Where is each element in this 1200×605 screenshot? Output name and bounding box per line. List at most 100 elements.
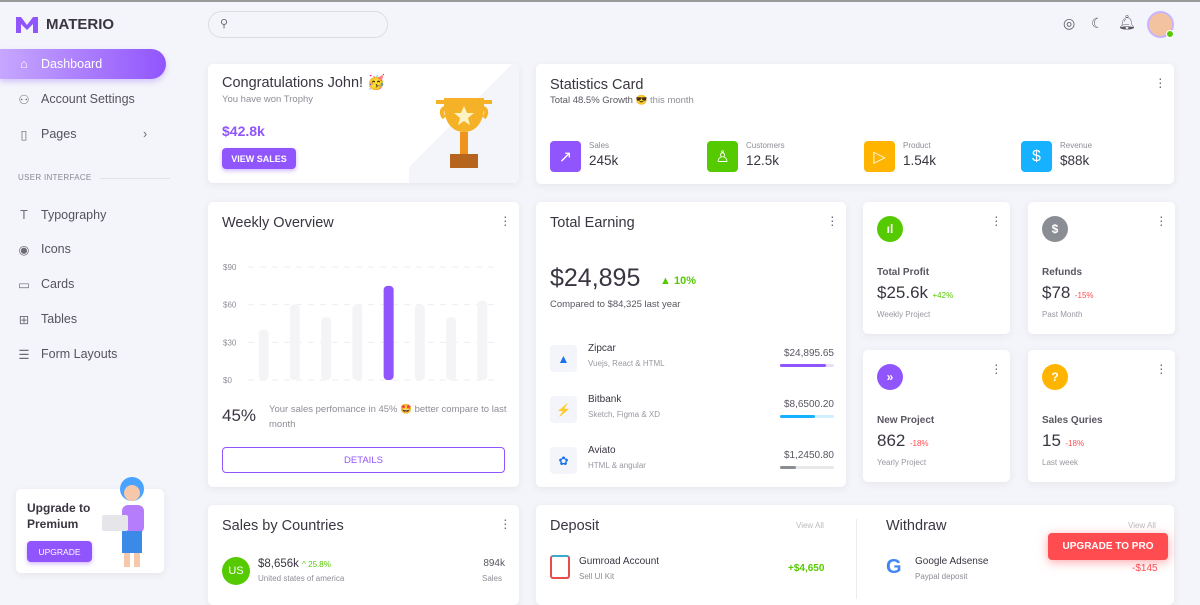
dollar-icon: $ (1021, 141, 1052, 172)
stat-card-refunds: $ · · · Refunds $78 -15% Past Month (1028, 202, 1175, 334)
sidebar-item-icons[interactable]: ◉ Icons (0, 234, 166, 264)
view-sales-button[interactable]: VIEW SALES (222, 148, 296, 169)
earning-progress (780, 415, 834, 418)
dark-mode-icon[interactable]: ☾ (1091, 15, 1104, 31)
account-cog-icon: ⚇ (18, 92, 30, 107)
earning-item-name: Bitbank (588, 394, 622, 405)
y-tick-label: $0 (223, 376, 232, 385)
section-divider (100, 178, 170, 179)
table-icon: ⊞ (18, 312, 30, 327)
upgrade-title: Upgrade to Premium (27, 501, 91, 531)
earning-item-name: Zipcar (588, 343, 616, 354)
stat-card-sub: Weekly Project (877, 310, 931, 319)
bitbank-icon: ⚡ (550, 396, 577, 423)
bar (289, 304, 300, 380)
withdraw-name: Google Adsense (915, 556, 989, 567)
sidebar-item-label: Form Layouts (41, 347, 118, 361)
stat-card-total-profit: ıl · · · Total Profit $25.6k +42% Weekly Proje… (863, 202, 1010, 334)
more-options-icon[interactable]: · · · (1159, 208, 1164, 232)
country-sales: 894k (483, 558, 505, 569)
weekly-overview-card: Weekly Overview · · · $90 $60 $30 $0 45% Your… (208, 202, 519, 487)
upgrade-premium-card: Upgrade to Premium UPGRADE (16, 477, 164, 573)
upgrade-button[interactable]: UPGRADE (27, 541, 92, 562)
earning-amount: $24,895 (550, 264, 641, 292)
file-icon: ▯ (20, 127, 28, 142)
bar (446, 317, 457, 380)
materio-logo-icon (16, 16, 38, 33)
gumroad-icon (550, 555, 570, 579)
earning-item: ⚡ Bitbank Sketch, Figma & XD $8,6500.20 (550, 391, 834, 431)
congrats-title: Congratulations John! 🥳 (222, 75, 386, 91)
more-options-icon[interactable]: · · · (1159, 356, 1164, 380)
trending-up-icon: ↗ (550, 141, 581, 172)
more-options-icon[interactable]: · · · (503, 511, 508, 535)
sidebar-item-tables[interactable]: ⊞ Tables (0, 304, 166, 334)
zipcar-icon: ▲ (550, 345, 577, 372)
country-code-badge: US (222, 557, 250, 585)
dollar-icon: $ (1042, 216, 1068, 242)
details-button[interactable]: DETAILS (222, 447, 505, 473)
earning-progress-fill (780, 364, 826, 367)
more-options-icon[interactable]: · · · (830, 208, 835, 232)
congrats-subtitle: You have won Trophy (222, 94, 314, 105)
help-icon: ? (1042, 364, 1068, 390)
typography-icon: T (20, 208, 28, 222)
deposit-view-all-link[interactable]: View All (796, 521, 824, 530)
search-bar[interactable]: ⚲ (208, 11, 388, 38)
sidebar-item-cards[interactable]: ▭ Cards (0, 269, 166, 299)
upgrade-to-pro-button[interactable]: UPGRADE TO PRO (1048, 533, 1168, 560)
weekly-text: Your sales perfomance in 45% 🤩 better co… (269, 404, 507, 430)
sidebar-item-form-layouts[interactable]: ☰ Form Layouts (0, 339, 166, 369)
more-options-icon[interactable]: · · · (503, 208, 508, 232)
sidebar-item-typography[interactable]: T Typography (0, 200, 166, 230)
weekly-title: Weekly Overview (222, 215, 334, 231)
y-tick-label: $60 (223, 301, 237, 310)
earning-item: ✿ Aviato HTML & angular $1,2450.80 (550, 442, 834, 482)
sales-by-countries-card: Sales by Countries · · · US $8,656k ^ 25.8… (208, 505, 519, 605)
sidebar-item-account-settings[interactable]: ⚇ Account Settings (0, 84, 166, 114)
more-options-icon[interactable]: · · · (994, 208, 999, 232)
github-icon[interactable]: ◎ (1063, 15, 1076, 31)
label-icon: ▷ (864, 141, 895, 172)
stat-sales: ↗ Sales 245k (550, 141, 680, 173)
earning-item-desc: Sketch, Figma & XD (588, 410, 661, 419)
weekly-bar-chart: $90 $60 $30 $0 (223, 263, 498, 385)
sidebar-item-label: Icons (41, 242, 71, 256)
withdraw-amount: -$145 (1132, 563, 1158, 574)
earning-item-name: Aviato (588, 445, 616, 456)
stat-card-change: -15% (1074, 291, 1094, 300)
sidebar-item-pages[interactable]: ▯ Pages › (0, 119, 166, 149)
stat-value: 12.5k (746, 153, 780, 168)
stat-value: 245k (589, 153, 619, 168)
earning-progress (780, 364, 834, 367)
withdraw-view-all-link[interactable]: View All (1128, 521, 1156, 530)
bar (258, 329, 269, 380)
more-options-icon[interactable]: · · · (994, 356, 999, 380)
bell-icon[interactable]: 🔔︎ (1118, 14, 1136, 30)
card-icon: ▭ (18, 277, 30, 292)
online-status-dot (1166, 30, 1174, 38)
sidebar-item-dashboard[interactable]: ⌂ Dashboard (0, 49, 166, 79)
bar (414, 304, 425, 380)
divider (856, 519, 857, 599)
deposit-title: Deposit (550, 518, 600, 534)
deposit-name: Gumroad Account (579, 556, 660, 567)
app-logo[interactable]: MATERIO (16, 16, 114, 33)
earning-item: ▲ Zipcar Vuejs, React & HTML $24,895.65 (550, 340, 834, 380)
statistics-card: Statistics Card Total 48.5% Growth 😎 thi… (536, 64, 1174, 184)
stat-label: Product (903, 141, 931, 150)
bar (383, 285, 394, 380)
avatar[interactable] (1147, 11, 1174, 38)
bar (321, 317, 332, 380)
sidebar-item-label: Cards (41, 277, 75, 291)
more-options-icon[interactable]: · · · (1158, 70, 1163, 94)
stat-customers: ♙ Customers 12.5k (707, 141, 837, 173)
statistics-title: Statistics Card (550, 77, 644, 93)
earning-title: Total Earning (550, 215, 635, 231)
withdraw-title: Withdraw (886, 518, 947, 534)
stat-product: ▷ Product 1.54k (864, 141, 994, 173)
search-input[interactable] (237, 16, 377, 31)
stat-card-sales-quries: ? · · · Sales Quries 15 -18% Last week (1028, 350, 1175, 482)
earning-progress-fill (780, 466, 797, 469)
country-change: 25.8% (308, 560, 331, 569)
